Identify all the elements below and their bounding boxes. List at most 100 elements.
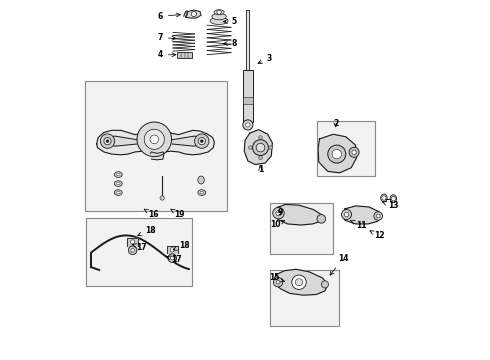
Circle shape <box>243 120 253 130</box>
Polygon shape <box>106 136 137 146</box>
Circle shape <box>332 149 342 159</box>
Circle shape <box>104 138 111 145</box>
Circle shape <box>276 211 281 216</box>
Circle shape <box>259 136 262 139</box>
Ellipse shape <box>114 190 122 195</box>
Circle shape <box>344 212 349 217</box>
Circle shape <box>374 212 383 220</box>
Polygon shape <box>186 10 201 18</box>
Circle shape <box>137 122 172 157</box>
Circle shape <box>321 281 328 288</box>
Text: 4: 4 <box>158 50 176 59</box>
Text: 8: 8 <box>223 39 237 48</box>
Bar <box>246 10 249 73</box>
Ellipse shape <box>117 174 120 176</box>
Ellipse shape <box>117 183 120 185</box>
Circle shape <box>144 129 164 149</box>
Ellipse shape <box>198 190 206 195</box>
Ellipse shape <box>390 195 396 203</box>
Bar <box>243 97 253 104</box>
Text: 19: 19 <box>171 209 185 219</box>
Text: 5: 5 <box>223 17 237 26</box>
Circle shape <box>317 215 326 223</box>
Circle shape <box>198 138 205 145</box>
Circle shape <box>259 156 262 159</box>
Polygon shape <box>172 136 202 146</box>
Circle shape <box>342 210 351 220</box>
Polygon shape <box>97 130 215 155</box>
Circle shape <box>200 140 203 143</box>
Bar <box>317 121 374 176</box>
Circle shape <box>269 146 272 149</box>
Polygon shape <box>342 206 381 224</box>
Text: 2: 2 <box>333 119 339 128</box>
Text: 17: 17 <box>132 243 147 252</box>
Polygon shape <box>150 152 164 160</box>
Circle shape <box>192 12 196 17</box>
Polygon shape <box>167 246 178 253</box>
Circle shape <box>292 275 306 289</box>
Circle shape <box>171 256 174 260</box>
Circle shape <box>256 143 265 152</box>
Bar <box>270 270 339 326</box>
Ellipse shape <box>198 176 204 184</box>
Ellipse shape <box>114 181 122 186</box>
Bar <box>85 81 227 211</box>
Polygon shape <box>318 134 357 173</box>
Ellipse shape <box>200 192 204 194</box>
Text: 7: 7 <box>158 33 176 42</box>
Ellipse shape <box>212 13 226 20</box>
Text: 6: 6 <box>158 12 180 21</box>
Circle shape <box>391 197 395 201</box>
Circle shape <box>349 147 359 157</box>
Circle shape <box>130 240 135 244</box>
Text: 13: 13 <box>383 201 399 210</box>
Text: 14: 14 <box>330 254 348 275</box>
Circle shape <box>252 140 269 156</box>
Text: 18: 18 <box>138 226 155 236</box>
Circle shape <box>100 134 115 148</box>
Circle shape <box>106 140 109 143</box>
Text: 10: 10 <box>270 220 285 229</box>
Ellipse shape <box>117 192 120 194</box>
Circle shape <box>376 214 380 218</box>
Circle shape <box>217 10 221 14</box>
Circle shape <box>245 123 250 127</box>
Text: 12: 12 <box>370 231 384 240</box>
Circle shape <box>295 279 303 286</box>
Circle shape <box>328 145 346 163</box>
Circle shape <box>170 248 174 252</box>
Circle shape <box>131 248 134 252</box>
Circle shape <box>128 246 137 255</box>
Text: 3: 3 <box>258 54 272 63</box>
Circle shape <box>150 135 159 144</box>
Polygon shape <box>245 130 272 165</box>
Text: 11: 11 <box>350 220 367 230</box>
Bar <box>86 218 192 286</box>
Text: 1: 1 <box>258 165 263 174</box>
Polygon shape <box>274 269 328 295</box>
Circle shape <box>382 196 386 200</box>
Polygon shape <box>184 11 187 16</box>
Bar <box>176 52 193 58</box>
Polygon shape <box>127 238 138 246</box>
Text: 16: 16 <box>144 209 158 219</box>
Text: 9: 9 <box>277 208 283 217</box>
Circle shape <box>352 150 356 154</box>
Ellipse shape <box>214 10 224 15</box>
Circle shape <box>160 196 164 200</box>
Circle shape <box>276 280 280 284</box>
Ellipse shape <box>381 194 387 202</box>
Text: 18: 18 <box>173 241 190 250</box>
Circle shape <box>195 134 209 148</box>
Text: 15: 15 <box>269 274 285 282</box>
Ellipse shape <box>210 17 228 24</box>
Circle shape <box>273 207 284 219</box>
Circle shape <box>248 146 252 149</box>
Circle shape <box>273 278 283 287</box>
Ellipse shape <box>114 172 122 177</box>
Polygon shape <box>274 204 323 225</box>
Circle shape <box>168 254 176 262</box>
Text: 17: 17 <box>167 256 182 264</box>
Bar <box>270 203 333 254</box>
